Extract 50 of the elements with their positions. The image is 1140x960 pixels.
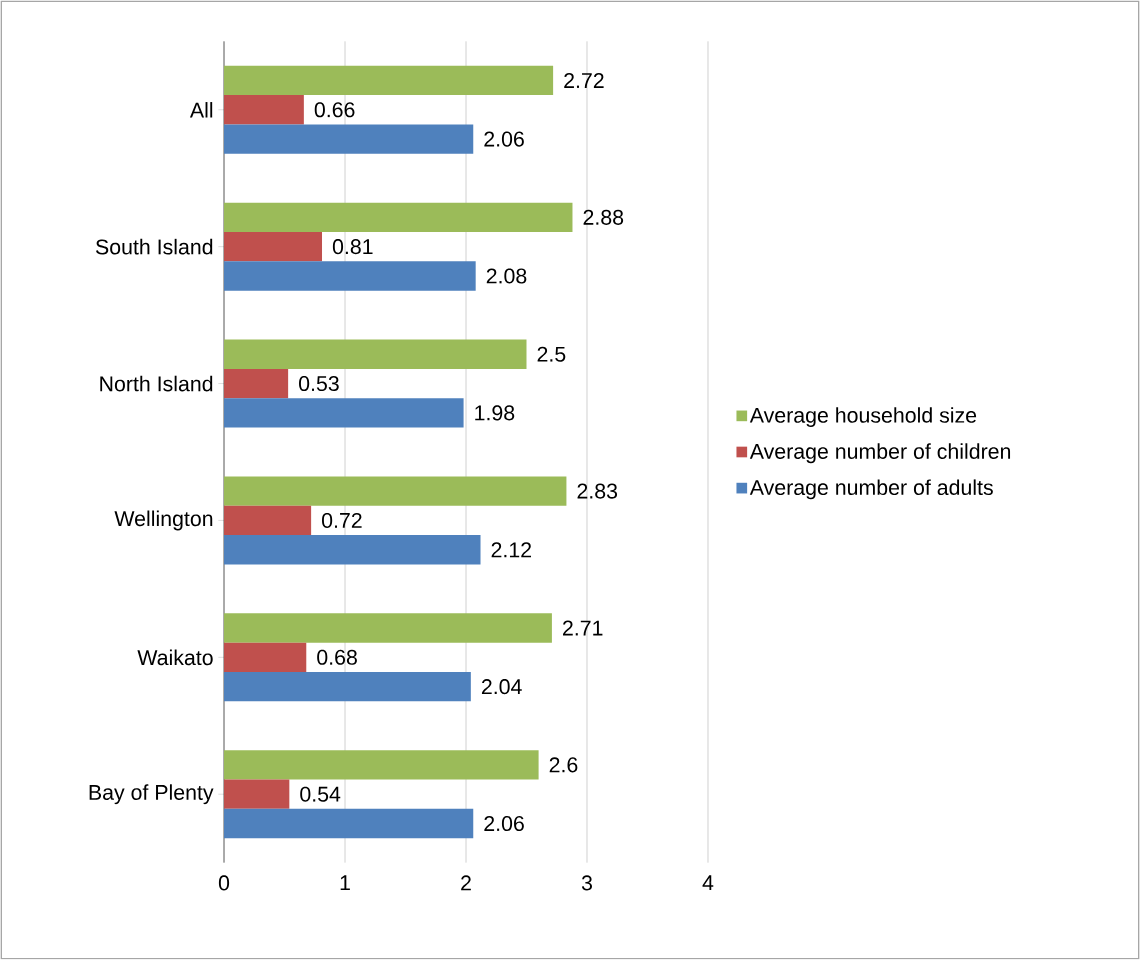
y-tick-label: Wellington [114, 510, 213, 531]
data-label: 2.06 [484, 131, 524, 147]
data-label: 2.72 [564, 73, 604, 88]
bar [224, 750, 539, 780]
y-tick-label: All [189, 102, 213, 118]
bar [224, 339, 527, 369]
bar [224, 231, 323, 262]
y-tick-label: Waikato [137, 649, 213, 666]
legend-label: Average household size [749, 407, 977, 428]
data-label: 2.12 [491, 542, 532, 558]
bar [224, 779, 290, 809]
bar [224, 202, 573, 232]
data-label: 2.88 [583, 209, 624, 225]
bar [224, 261, 476, 291]
y-tick-label: South Island [95, 238, 213, 255]
data-label: 0.81 [332, 239, 373, 255]
y-tick-label: North Island [100, 375, 213, 392]
data-label: 2.06 [484, 816, 524, 832]
bar [224, 65, 554, 96]
data-label: 0.72 [322, 512, 362, 528]
data-label: 2.04 [481, 679, 522, 695]
bar [224, 642, 307, 672]
y-tick-label: Bay of Plenty [89, 784, 214, 805]
bar [224, 476, 567, 506]
data-label: 2.6 [549, 757, 578, 773]
data-label: 1.98 [475, 405, 515, 421]
x-tick-label: 1 [340, 875, 350, 891]
data-label: 2.5 [537, 346, 566, 362]
legend-label: Average number of adults [749, 479, 993, 500]
x-tick-label: 3 [581, 875, 592, 891]
data-label: 2.83 [577, 483, 618, 499]
bar [224, 505, 312, 536]
bar [224, 535, 481, 565]
bar [224, 95, 304, 125]
x-tick-label: 2 [461, 875, 471, 891]
bar [224, 124, 474, 154]
data-label: 0.68 [317, 649, 357, 665]
x-tick-label: 4 [702, 875, 714, 891]
data-label: 0.54 [300, 786, 341, 802]
data-label: 0.53 [299, 376, 339, 392]
bar [224, 808, 474, 839]
data-label: 2.71 [563, 620, 603, 636]
bar [224, 671, 471, 702]
bar [224, 368, 289, 399]
data-label: 2.08 [486, 268, 527, 284]
x-tick-label: 0 [218, 875, 230, 891]
legend-label: Average number of children [749, 443, 1011, 464]
bar [224, 613, 552, 643]
bar [224, 398, 464, 428]
data-label: 0.66 [314, 102, 355, 118]
